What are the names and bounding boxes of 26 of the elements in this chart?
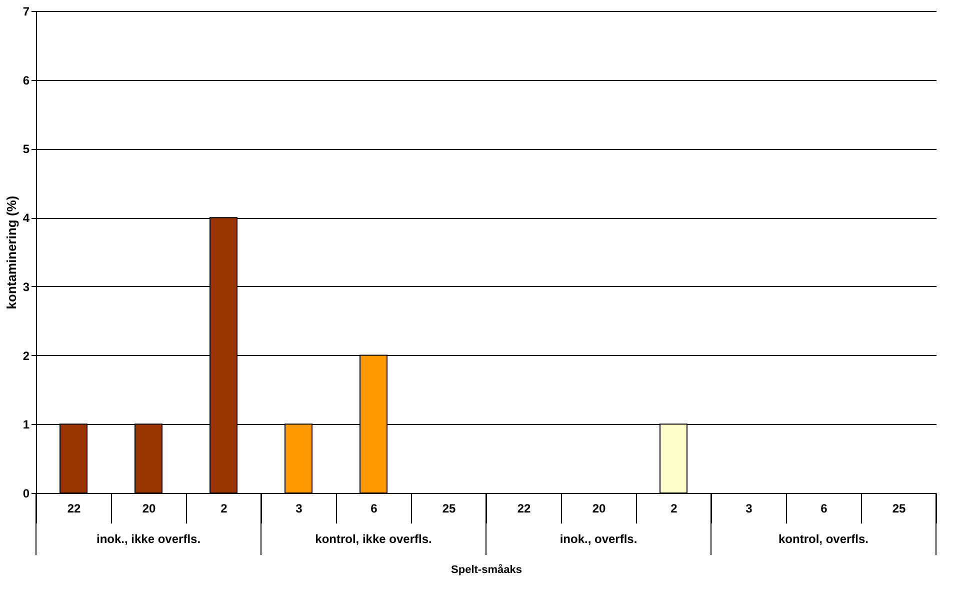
x-tick-label: 6 [820,502,828,516]
text: kontrol, overfls. [778,532,869,546]
x-tick-label: 3 [296,502,303,516]
x-tick-label: 22 [517,502,531,516]
x-tick-label: 3 [746,502,753,516]
y-tick-label: 4 [22,211,30,226]
x-tick-label: 6 [370,502,378,516]
text: kontrol, ikke overfls. [315,532,432,546]
x-tick-label: 25 [442,502,456,516]
x-tick-label: 20 [142,502,156,516]
x-tick-label: 20 [592,502,606,516]
y-tick-label: 3 [22,280,30,294]
y-tick-label: 7 [22,4,30,18]
y-tick-label: 0 [22,486,30,500]
x-tick-label: 22 [67,502,81,516]
x-axis-title: Spelt-småaks [451,563,522,576]
x-tick-label: 2 [670,502,678,516]
x-tick-label: 25 [892,502,906,516]
y-tick-label: 1 [22,418,30,432]
text: inok., overfls. [560,532,638,546]
y-tick-label: 6 [22,73,30,88]
y-tick-label: 5 [22,142,30,156]
x-tick-label: 2 [220,502,228,516]
y-axis-title: kontaminering (%) [4,196,19,310]
text: inok., ikke overfls. [96,532,201,546]
y-tick-label: 2 [22,348,30,363]
